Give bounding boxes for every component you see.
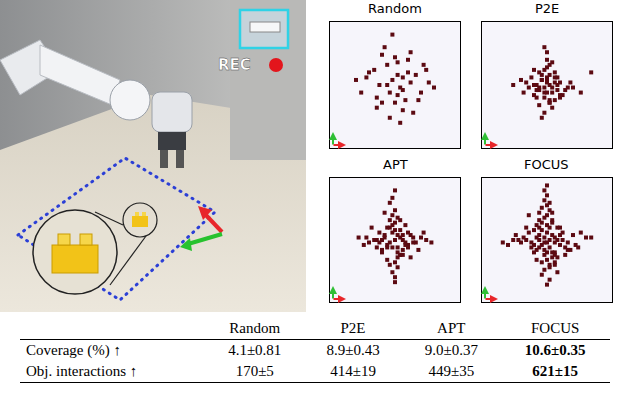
html-text:Coverage (%) ↑: Coverage (%) ↑ — [26, 342, 121, 358]
html-text:10.6±0.35: 10.6±0.35 — [524, 342, 586, 358]
svg-text:APT: APT — [383, 157, 408, 172]
svg-text:REC: REC — [218, 56, 251, 74]
html-text:621±15: 621±15 — [532, 363, 579, 379]
html-text:P2E: P2E — [340, 320, 366, 336]
html-text:FOCUS: FOCUS — [531, 320, 580, 336]
html-text:170±5: 170±5 — [235, 363, 274, 379]
html-text:Random: Random — [229, 320, 281, 336]
html-text:9.0±0.37: 9.0±0.37 — [424, 342, 478, 358]
html-text:4.1±0.81: 4.1±0.81 — [228, 342, 282, 358]
svg-text:FOCUS: FOCUS — [524, 157, 569, 172]
html-text:414±19: 414±19 — [330, 363, 376, 379]
svg-text:P2E: P2E — [535, 1, 559, 16]
svg-text:Random: Random — [368, 1, 422, 16]
html-text:449±35: 449±35 — [428, 363, 475, 379]
html-text:Obj. interactions ↑: Obj. interactions ↑ — [26, 363, 138, 379]
html-text:APT: APT — [437, 320, 466, 336]
html-text:8.9±0.43: 8.9±0.43 — [326, 342, 380, 358]
